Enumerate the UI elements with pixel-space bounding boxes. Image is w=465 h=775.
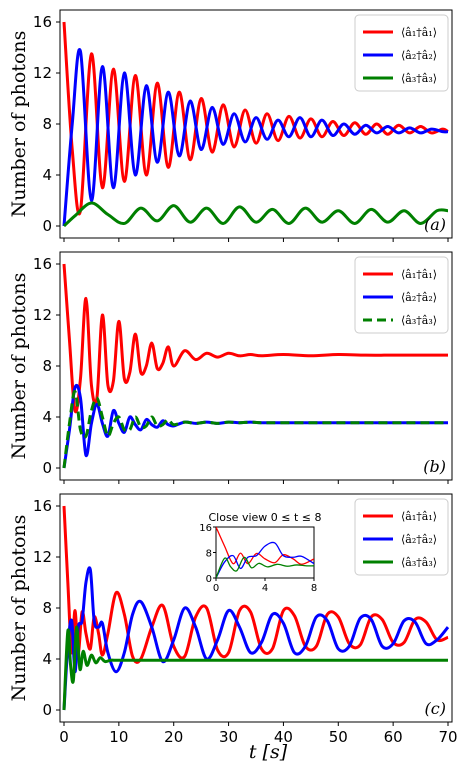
- legend: ⟨â₁†â₁⟩ ⟨â₂†â₂⟩ ⟨â₃†â₃⟩: [354, 14, 449, 92]
- inset-series-group: [216, 527, 314, 578]
- inset-x-tick-label: 4: [262, 583, 268, 594]
- inset-series-line-3: [216, 556, 314, 578]
- y-tick-label: 8: [42, 357, 52, 375]
- y-tick-label: 8: [42, 115, 52, 133]
- legend-label: ⟨â₁†â₁⟩: [401, 26, 437, 39]
- y-axis-label: Number of photons: [8, 515, 30, 702]
- inset-series-line-1: [216, 527, 314, 565]
- x-tick-label: 50: [329, 728, 348, 746]
- inset-y-tick-label: 0: [206, 574, 212, 585]
- x-tick-label: 10: [109, 728, 128, 746]
- y-tick-label: 0: [42, 459, 52, 477]
- y-axis-label: Number of photons: [8, 273, 30, 460]
- x-tick-label: 30: [219, 728, 238, 746]
- legend-box: [354, 14, 449, 92]
- y-tick-label: 16: [33, 497, 52, 515]
- panel-annotation: (c): [425, 699, 446, 718]
- inset-x-tick-label: 0: [213, 583, 219, 594]
- legend-label: ⟨â₁†â₁⟩: [401, 268, 437, 281]
- series-line-3: [62, 201, 449, 228]
- legend-label: ⟨â₃†â₃⟩: [401, 314, 437, 327]
- legend-label: ⟨â₂†â₂⟩: [401, 49, 437, 62]
- inset-series-line-2: [216, 541, 314, 578]
- series-line-3: [62, 625, 448, 711]
- legend-label: ⟨â₂†â₂⟩: [401, 533, 437, 546]
- y-tick-label: 12: [33, 64, 52, 82]
- series-group: [62, 21, 449, 228]
- x-tick-label: 60: [384, 728, 403, 746]
- y-tick-label: 0: [42, 701, 52, 719]
- series-line-3: [62, 389, 448, 469]
- series-group: [62, 505, 450, 711]
- legend-label: ⟨â₃†â₃⟩: [401, 556, 437, 569]
- series-line-1: [62, 263, 448, 414]
- y-tick-label: 16: [33, 13, 52, 31]
- y-tick-label: 8: [42, 599, 52, 617]
- y-tick-label: 0: [42, 217, 52, 235]
- y-tick-label: 16: [33, 255, 52, 273]
- legend: ⟨â₁†â₁⟩ ⟨â₂†â₂⟩ ⟨â₃†â₃⟩: [354, 256, 449, 334]
- inset-y-tick-label: 16: [199, 523, 212, 534]
- series-line-1: [62, 21, 449, 216]
- x-tick-label: 70: [438, 728, 457, 746]
- legend: ⟨â₁†â₁⟩ ⟨â₂†â₂⟩ ⟨â₃†â₃⟩: [354, 498, 449, 576]
- legend-label: ⟨â₂†â₂⟩: [401, 291, 437, 304]
- inset-title: Close view 0 ≤ t ≤ 8: [208, 511, 321, 524]
- x-tick-label: 0: [59, 728, 69, 746]
- series-line-2: [62, 47, 449, 227]
- panel-annotation: (b): [423, 457, 446, 476]
- series-line-2: [62, 566, 450, 711]
- inset-x-tick-label: 8: [311, 583, 317, 594]
- inset-y-tick-label: 8: [206, 549, 212, 560]
- panel-annotation: (a): [424, 215, 446, 234]
- x-tick-label: 20: [164, 728, 183, 746]
- y-tick-label: 4: [42, 408, 52, 426]
- inset-frame: [215, 526, 315, 579]
- x-tick-label: 40: [274, 728, 293, 746]
- y-tick-label: 4: [42, 166, 52, 184]
- y-tick-label: 12: [33, 548, 52, 566]
- y-tick-label: 12: [33, 306, 52, 324]
- legend-label: ⟨â₁†â₁⟩: [401, 510, 437, 523]
- series-group: [62, 263, 448, 469]
- x-axis-label: t [s]: [249, 741, 288, 763]
- y-tick-label: 4: [42, 650, 52, 668]
- y-axis-label: Number of photons: [8, 31, 30, 218]
- legend-label: ⟨â₃†â₃⟩: [401, 72, 437, 85]
- legend-box: [354, 256, 449, 334]
- legend-box: [354, 498, 449, 576]
